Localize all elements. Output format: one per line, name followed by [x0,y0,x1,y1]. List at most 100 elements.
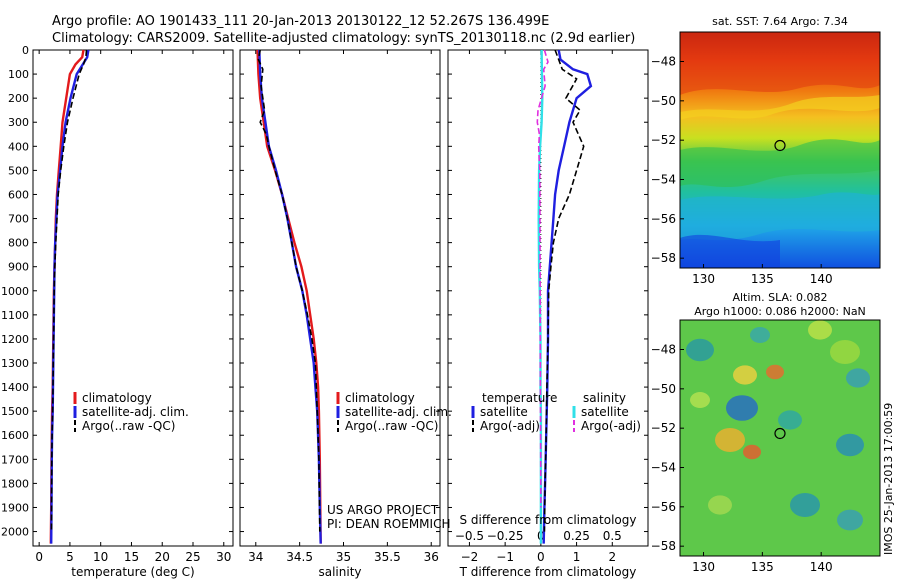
series-line-temperature-satellite [542,49,593,544]
depth-tick-label: 1300 [1,357,29,370]
map-x-tick-label: 140 [810,272,833,286]
temperature-x-label: temperature (deg C) [71,565,194,579]
x-tick-label: 35 [336,550,351,564]
x-tick-label: 0 [35,550,43,564]
sla-map-frame [679,319,881,557]
series-line-salinity-argo-adj- [536,49,549,508]
depth-tick-label: 1100 [1,309,29,322]
legend-label-argo: Argo(..raw -QC) [82,419,175,433]
sla-anomaly-blob [790,493,820,517]
series-line-climatology [256,49,322,544]
legend-header-salinity: salinity [583,391,626,405]
sst-front-cyan [680,192,880,241]
legend-label-satellite: satellite-adj. clim. [82,405,189,419]
legend-label-temp-satellite: satellite [480,405,528,419]
x-tick-label: 36 [424,550,439,564]
sla-anomaly-blob [830,340,860,364]
map-y-tick-label: −52 [651,421,676,435]
salinity-series [256,49,322,544]
series-line-argo-raw-qc- [257,49,321,532]
salinity-panel-frame [239,49,441,547]
sla-anomaly-blob [766,364,784,380]
depth-tick-label: 300 [8,116,29,129]
legend-label-sal-argo: Argo(-adj) [581,419,641,433]
x-tick-label-top: 0.25 [563,529,590,543]
sst-argo-position-marker [774,139,786,152]
temperature-x-axis: 0 5 10 15 20 25 30 [35,50,231,564]
depth-tick-label: 100 [8,68,29,81]
x-tick-label: −2 [461,550,479,564]
depth-axis: 0 100 200 300 400 500 600 700 800 900 1000 1100 1200… [1,44,648,539]
sla-map-axes: 130 135 140 −48 −50 −52 −54 −56 −58 [651,343,833,575]
map-x-tick-label: 135 [751,560,774,574]
sst-map-axes: 130 135 140 −48 −50 −52 −54 −56 −58 [651,55,833,287]
sla-map-title-line1: Altim. SLA: 0.082 [732,291,827,304]
sla-anomaly-blob [708,495,732,515]
x-tick-label: 1 [573,550,581,564]
x-tick-label: 25 [185,550,200,564]
difference-legend: temperature salinity satellite Argo(-adj… [471,391,641,433]
depth-tick-label: 0 [22,44,29,57]
x-tick-label-top: −0.25 [487,529,524,543]
x-tick-label: 34 [248,550,263,564]
legend-label-satellite: satellite-adj. clim. [345,405,452,419]
sla-anomaly-blob [846,368,870,388]
difference-x-label: T difference from climatology [459,565,637,579]
sla-anomaly-blob [726,395,758,421]
map-y-tick-label: −58 [651,539,676,553]
temperature-series [49,49,90,544]
depth-tick-label: 1700 [1,453,29,466]
depth-tick-label: 1500 [1,405,29,418]
credit-pi: PI: DEAN ROEMMICH [327,517,450,531]
x-tick-label: 30 [216,550,231,564]
legend-label-temp-argo: Argo(-adj) [480,419,540,433]
map-y-tick-label: −58 [651,251,676,265]
depth-tick-label: 2000 [1,526,29,539]
depth-tick-label: 700 [8,213,29,226]
series-line-satellite-adj-clim- [258,49,322,544]
sst-map-frame [679,31,881,269]
sla-map-title-line2: Argo h1000: 0.086 h2000: NaN [694,305,866,318]
x-tick-label: 10 [93,550,108,564]
x-tick-label: 0 [537,550,545,564]
series-line-temperature-argo-adj- [543,49,585,532]
map-y-tick-label: −50 [651,94,676,108]
credit-project: US ARGO PROJECT [327,503,439,517]
series-line-salinity-satellite [537,49,544,544]
legend-label-climatology: climatology [82,391,152,405]
depth-tick-label: 1000 [1,285,29,298]
sst-map-title: sat. SST: 7.64 Argo: 7.34 [712,15,848,28]
depth-tick-label: 900 [8,261,29,274]
x-tick-label-top: −0.5 [455,529,484,543]
x-tick-label: 20 [155,550,170,564]
sla-anomaly-blob [686,338,714,362]
difference-series [536,49,593,544]
map-y-tick-label: −56 [651,212,676,226]
map-y-tick-label: −48 [651,343,676,357]
imos-stamp: IMOS 25-Jan-2013 17:00:59 [882,403,895,555]
depth-tick-label: 1400 [1,381,29,394]
x-tick-label: −1 [496,550,514,564]
depth-tick-label: 400 [8,140,29,153]
sst-front-yellow [680,95,880,120]
depth-tick-label: 1200 [1,333,29,346]
map-y-tick-label: −48 [651,55,676,69]
map-y-tick-label: −54 [651,173,676,187]
map-x-tick-label: 130 [692,272,715,286]
sla-anomaly-blob [750,327,770,343]
legend-header-temperature: temperature [482,391,557,405]
sla-anomaly-blob [715,428,745,452]
depth-tick-label: 1600 [1,429,29,442]
depth-tick-label: 500 [8,164,29,177]
salinity-x-axis: 34 34.5 35 35.5 36 [248,50,439,564]
salinity-x-label: salinity [318,565,361,579]
depth-tick-label: 600 [8,188,29,201]
x-tick-label: 2 [608,550,616,564]
temperature-panel-frame [32,49,234,547]
figure-title-line1: Argo profile: AO 1901433_111 20-Jan-2013… [52,14,549,29]
sst-front-warm [680,32,880,95]
x-tick-label: 5 [66,550,74,564]
sla-anomaly-blob [743,444,761,460]
temperature-legend: climatology satellite-adj. clim. Argo(..… [73,391,189,433]
